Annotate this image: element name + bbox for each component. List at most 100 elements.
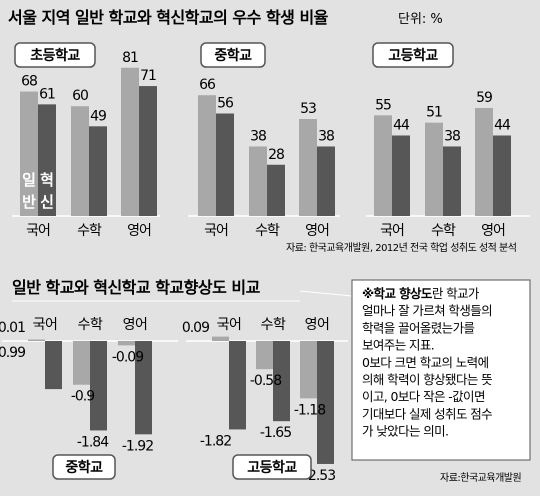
series-label-innovative: 신 (40, 193, 54, 211)
note-line-7: 기대보다 실제 성취도 점수 (362, 406, 492, 421)
category-label: 영어 (305, 317, 330, 333)
value-label-general: 66 (199, 77, 216, 93)
category-label: 국어 (380, 223, 404, 239)
bar-general (300, 341, 317, 399)
chart-bottom-0: 국어 0.01 -0.99 수학 -0.9 -1.84 영어 -0.09 -1.92 중학교 (0, 317, 178, 480)
note-line-3: 보여주는 지표. (362, 338, 434, 353)
bar-general (249, 146, 267, 216)
note-line-0: 란 학교가 (432, 286, 480, 301)
value-label-innovative: 49 (90, 108, 106, 124)
bar-innovative (443, 146, 461, 216)
bar-general (118, 341, 135, 346)
bar-general (121, 67, 139, 217)
panel-title-top-1: 중학교 (214, 48, 252, 64)
bar-general (475, 108, 493, 216)
value-label-innovative: -1.84 (77, 434, 109, 450)
note-line-5: 의해 학력이 향상됐다는 뜻 (362, 372, 492, 387)
series-label-general: 반 (22, 193, 36, 211)
panel-title-bottom-1-box (232, 454, 312, 480)
value-label-innovative: -1.92 (122, 438, 153, 454)
value-label-innovative: -0.99 (0, 345, 25, 361)
value-label-general: 0.09 (182, 320, 209, 336)
source-bottom: 자료:한국교육개발원 (440, 472, 521, 484)
panel-title-top-1-box (200, 42, 266, 68)
bar-innovative (229, 341, 246, 430)
bar-innovative (38, 104, 56, 216)
value-label-general: 53 (300, 101, 316, 117)
bar-general (198, 95, 216, 216)
bar-general (28, 339, 45, 341)
chart-bottom-1: 국어 0.09 -1.82 수학 -0.58 -1.65 영어 -1.18 -2.53 고등학교 (182, 317, 348, 484)
bottom-charts: 국어 0.01 -0.99 수학 -0.9 -1.84 영어 -0.09 -1.92 중학교 국어 0… (0, 317, 348, 484)
note-line-6: 이고, 0보다 작은 -값이면 (362, 389, 485, 404)
top-charts: 초등학교6861국어6049수학8171영어일반혁신중학교6656국어3828수… (12, 42, 530, 239)
pointer-line (299, 290, 353, 297)
bar-innovative (493, 135, 511, 216)
bar-innovative (89, 126, 107, 216)
value-label-general: -0.9 (71, 389, 94, 405)
panel-title-top-2-box (372, 42, 454, 68)
value-label-innovative: -1.82 (200, 433, 231, 449)
value-label-innovative: -1.65 (260, 425, 291, 441)
series-label-general: 일 (22, 171, 36, 189)
value-label-general: -0.58 (250, 373, 281, 389)
note-line-2: 학력을 끌어올렸는가를 (362, 320, 474, 335)
value-label-innovative: 38 (444, 128, 460, 144)
bar-innovative (273, 341, 290, 422)
note-line-8: 가 낮았다는 의미. (362, 424, 448, 439)
category-label: 영어 (127, 223, 151, 239)
value-label-general: -0.09 (112, 349, 143, 365)
category-label: 수학 (77, 223, 102, 239)
value-label-general: 0.01 (0, 320, 25, 336)
bar-innovative (392, 135, 410, 216)
panel-title-top-0: 초등학교 (30, 48, 80, 64)
value-label-innovative: 44 (393, 117, 410, 133)
bar-general (71, 106, 89, 216)
note-box-frame (351, 279, 531, 461)
category-label: 국어 (217, 317, 242, 333)
category-label: 국어 (26, 223, 50, 239)
note-line-4: 0보다 크면 학교의 노력에 (362, 355, 489, 370)
category-label: 수학 (261, 317, 286, 333)
category-label: 수학 (255, 223, 280, 239)
unit-label: 단위: % (398, 12, 443, 27)
bar-innovative (317, 146, 335, 216)
bar-general (374, 115, 392, 216)
bar-innovative (317, 341, 334, 464)
note-bold-term: ※학교 향상도 (362, 286, 433, 301)
value-label-general: 59 (476, 90, 492, 106)
panel-title-top-0-box (14, 42, 96, 68)
bar-innovative (139, 86, 157, 216)
category-label: 영어 (481, 223, 505, 239)
value-label-innovative: 44 (494, 117, 511, 133)
source-top: 자료: 한국교육개발원, 2012년 전국 학업 성취도 성적 분석 (286, 241, 516, 254)
bar-general (20, 91, 38, 216)
category-label: 국어 (33, 317, 58, 333)
value-label-general: -1.18 (294, 402, 325, 418)
category-label: 영어 (305, 223, 329, 239)
panel-title-bottom-0: 중학교 (65, 460, 103, 476)
category-label: 국어 (204, 223, 228, 239)
value-label-general: 60 (72, 88, 88, 104)
bar-general (256, 341, 273, 370)
value-label-general: 68 (21, 74, 37, 90)
main-title: 서울 지역 일반 학교와 혁신학교의 우수 학생 비율 (8, 8, 329, 27)
value-label-innovative: 38 (318, 128, 334, 144)
note-box: ※학교 향상도란 학교가 얼마나 잘 가르쳐 학생들의 학력을 끌어올렸는가를 … (351, 279, 531, 461)
bar-innovative (45, 341, 62, 390)
value-label-innovative: 28 (268, 147, 284, 163)
value-label-general: 38 (250, 128, 266, 144)
value-label-innovative: 56 (217, 96, 234, 112)
bar-general (425, 122, 443, 216)
note-line-1: 얼마나 잘 가르쳐 학생들의 (362, 303, 492, 318)
panel-title-bottom-0-box (52, 454, 116, 480)
bar-general (212, 336, 229, 341)
value-label-innovative: 71 (140, 68, 156, 84)
bar-general (299, 119, 317, 216)
value-label-general: 81 (122, 50, 138, 66)
category-label: 영어 (123, 317, 148, 333)
